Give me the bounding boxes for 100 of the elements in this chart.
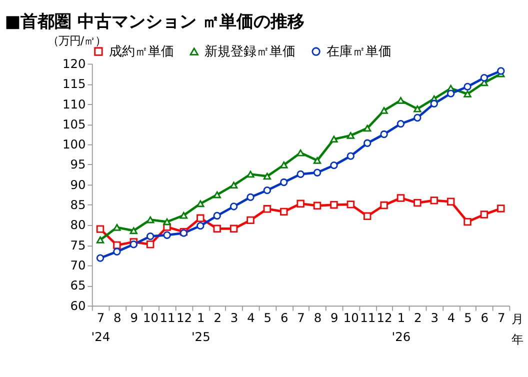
point <box>464 82 472 91</box>
chart-title: ■首都圏 中古マンション ㎡単価の推移 <box>4 11 304 32</box>
y-tick-label: 60 <box>70 298 86 313</box>
point <box>430 196 438 204</box>
point <box>230 224 238 232</box>
x-tick-label: 9 <box>330 311 338 326</box>
point <box>163 218 171 226</box>
point <box>464 90 472 98</box>
x-tick-label: 1 '26 <box>392 311 411 344</box>
point <box>96 254 104 262</box>
x-tick-label: 2 <box>414 311 422 326</box>
x-tick-label: 8 <box>114 311 122 326</box>
x-tick-label: 7 <box>297 311 305 326</box>
x-tick-label: 1 '25 <box>191 311 210 344</box>
point <box>313 168 322 176</box>
x-tick-label: 7 <box>497 311 506 326</box>
x-tick-label: 5 <box>464 311 472 326</box>
point <box>180 212 188 219</box>
point <box>280 208 288 216</box>
point <box>146 232 154 240</box>
point <box>330 201 338 209</box>
point <box>330 161 338 170</box>
x-tick-label: 8 <box>314 311 322 326</box>
y-tick-label: 85 <box>70 198 86 212</box>
point <box>96 236 104 244</box>
point <box>396 120 405 128</box>
y-tick-label: 95 <box>70 158 86 172</box>
x-tick-label: 11 <box>360 311 376 326</box>
point <box>113 224 121 231</box>
point <box>396 194 405 202</box>
point <box>480 74 488 82</box>
point <box>263 205 272 213</box>
x-tick-label: 3 <box>230 311 238 326</box>
point <box>146 216 154 224</box>
point <box>246 170 254 178</box>
x-tick-label: 4 <box>447 311 456 326</box>
point <box>130 240 138 248</box>
point <box>263 186 272 194</box>
x-tick-label: 10 <box>143 311 159 326</box>
point <box>380 201 388 210</box>
point <box>446 198 455 206</box>
y-tick-label: 110 <box>62 97 86 112</box>
point <box>313 202 322 210</box>
point <box>346 152 355 160</box>
point <box>380 130 388 138</box>
legend-label: 成約㎡単価 <box>108 44 174 60</box>
x-tick-label: 2 <box>214 311 222 326</box>
point <box>196 222 204 230</box>
x-tick-label: 12 <box>376 311 392 326</box>
point <box>146 240 154 248</box>
legend-label: 在庫㎡単価 <box>326 43 392 60</box>
point <box>346 132 355 139</box>
point <box>446 90 455 98</box>
point <box>196 214 204 222</box>
point <box>113 248 121 256</box>
point <box>213 224 221 232</box>
y-tick-label: 100 <box>62 138 86 152</box>
y-tick-label: 70 <box>70 258 86 273</box>
point <box>246 216 254 224</box>
y-tick-label: 65 <box>70 278 86 293</box>
point <box>296 170 304 178</box>
point <box>364 212 372 220</box>
x-tick-label: 12 <box>176 311 192 326</box>
y-axis-title: （万円/㎡） <box>47 34 106 48</box>
x-tick-label: 4 <box>247 311 256 326</box>
point <box>380 107 388 114</box>
point <box>313 157 322 164</box>
x-tick-label: 7 '24 <box>91 311 110 344</box>
point <box>296 200 304 208</box>
point <box>230 202 238 210</box>
point <box>364 139 372 147</box>
point <box>464 218 472 226</box>
y-tick-label: 105 <box>62 117 86 132</box>
y-tick-label: 120 <box>62 56 86 71</box>
point <box>230 182 238 189</box>
point <box>480 210 488 218</box>
point <box>497 67 505 75</box>
point <box>163 231 171 239</box>
point <box>280 162 288 168</box>
x-tick-label: 9 <box>130 311 138 326</box>
point <box>213 212 221 220</box>
point <box>497 204 505 212</box>
point <box>96 225 104 233</box>
point <box>130 227 138 234</box>
point <box>396 96 405 104</box>
legend-label: 新規登録㎡単価 <box>204 44 296 60</box>
x-tick-label: 5 <box>264 311 272 326</box>
point <box>213 191 221 198</box>
point <box>330 136 338 143</box>
point <box>246 193 254 202</box>
point <box>414 198 422 207</box>
y-tick-label: 80 <box>70 218 86 232</box>
point <box>263 172 272 180</box>
y-tick-label: 90 <box>70 178 86 192</box>
x-tick-label: 10 <box>343 311 359 326</box>
point <box>414 105 422 112</box>
point <box>346 200 355 208</box>
point <box>280 178 288 186</box>
point <box>113 241 121 250</box>
y-tick-label: 75 <box>70 238 86 252</box>
